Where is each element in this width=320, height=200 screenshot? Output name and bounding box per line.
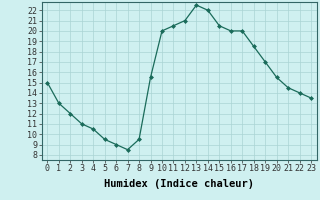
X-axis label: Humidex (Indice chaleur): Humidex (Indice chaleur) (104, 179, 254, 189)
